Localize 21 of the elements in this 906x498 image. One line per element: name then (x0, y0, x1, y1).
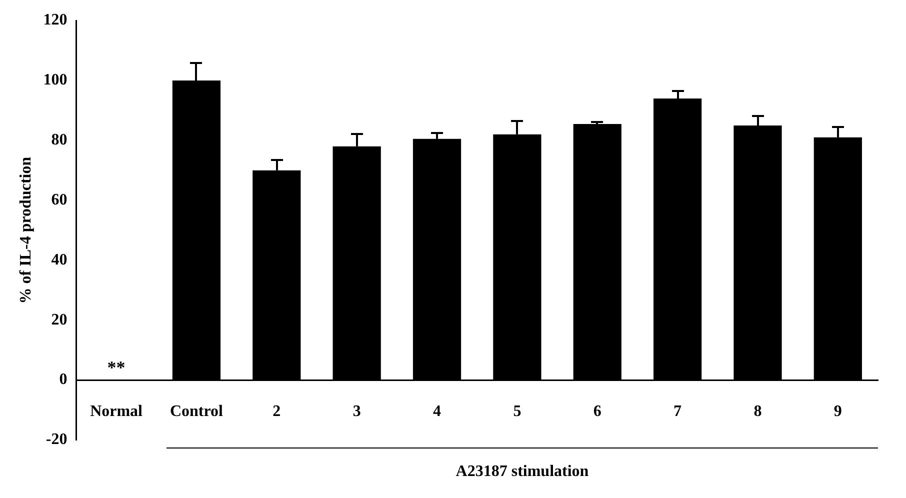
x-tick-label: 4 (433, 402, 442, 420)
x-tick-label: Normal (90, 402, 144, 420)
x-tick-label: 6 (593, 402, 602, 420)
y-tick-label: 80 (51, 132, 68, 149)
y-tick-label: -20 (46, 431, 68, 448)
y-tick-label: 100 (43, 72, 68, 89)
y-tick-label: 60 (51, 191, 68, 208)
x-tick-label: 2 (272, 402, 281, 420)
x-tick-label: 9 (834, 402, 842, 420)
x-tick-label: 7 (674, 402, 682, 420)
x-axis-title: A23187 stimulation (456, 463, 589, 480)
annotation: ** (107, 358, 126, 378)
y-tick-label: 40 (51, 251, 68, 268)
x-tick-label: Control (170, 402, 224, 420)
y-tick-label: 120 (43, 12, 68, 29)
y-axis-title: % of IL-4 production (18, 156, 35, 304)
y-tick-label: 0 (59, 371, 68, 388)
y-tick-label: 20 (51, 311, 68, 328)
x-tick-label: 3 (352, 402, 361, 420)
x-tick-label: 8 (754, 402, 762, 420)
x-tick-label: 5 (513, 402, 522, 420)
